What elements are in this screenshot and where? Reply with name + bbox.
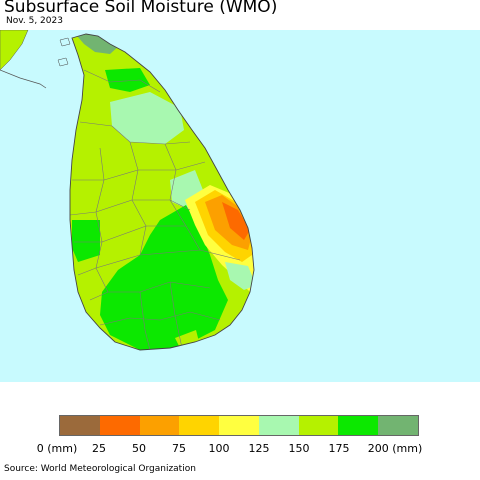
map-title: Subsurface Soil Moisture (WMO) [4, 0, 278, 17]
legend-swatch-3 [179, 416, 220, 435]
legend-swatch-1 [99, 416, 140, 435]
legend-swatch-4 [219, 416, 259, 435]
legend-tick-1: 25 [92, 442, 106, 455]
legend-tick-0: 0 (mm) [36, 442, 78, 455]
legend-swatch-0 [60, 416, 100, 435]
legend-tick-7: 175 [328, 442, 350, 455]
island-outline [69, 33, 255, 351]
district-borders [70, 69, 241, 350]
india-coast-line [0, 69, 47, 89]
legend-swatch-8 [378, 416, 419, 435]
island [70, 34, 254, 350]
legend-swatch-7 [338, 416, 379, 435]
northern-islands [57, 37, 71, 67]
color-legend [59, 415, 419, 436]
legend-tick-4: 100 [208, 442, 230, 455]
india-coast [0, 30, 29, 71]
soil-moisture-map [0, 30, 480, 382]
source-credit: Source: World Meteorological Organizatio… [4, 464, 196, 474]
legend-tick-5: 125 [248, 442, 270, 455]
legend-swatch-5 [258, 416, 299, 435]
legend-tick-2: 50 [132, 442, 146, 455]
zone-west-wet [72, 220, 100, 262]
zone-east-driest [222, 202, 250, 240]
legend-swatch-2 [139, 416, 180, 435]
legend-swatch-6 [298, 416, 339, 435]
zone-southeast-light [225, 262, 254, 290]
zone-central-light [110, 92, 184, 144]
zone-north [105, 68, 150, 92]
legend-tick-3: 75 [172, 442, 186, 455]
legend-tick-6: 150 [288, 442, 310, 455]
map-date: Nov. 5, 2023 [6, 16, 63, 26]
legend-tick-8: 200 (mm) [367, 442, 423, 455]
